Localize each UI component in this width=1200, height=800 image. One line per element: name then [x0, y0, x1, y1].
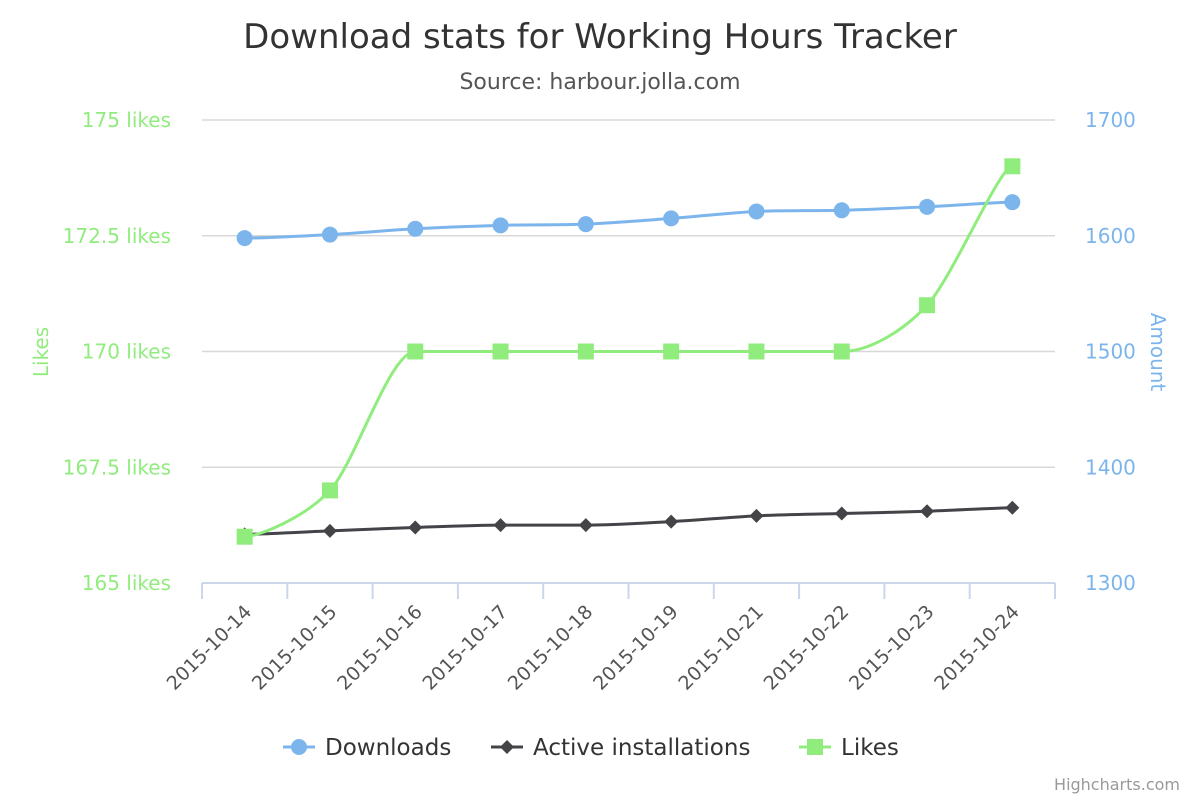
data-point-downloads[interactable] [833, 202, 850, 219]
data-point-likes[interactable] [1004, 158, 1021, 175]
series-line-downloads[interactable] [244, 200, 1013, 240]
series-active-installations [237, 500, 1020, 542]
left-axis: 165 likes 167.5 likes 170 likes 172.5 likes… [63, 108, 171, 595]
right-tick-label: 1600 [1085, 224, 1136, 248]
left-tick-label: 172.5 likes [63, 224, 171, 248]
data-point-active-installations[interactable] [493, 518, 508, 533]
data-point-likes[interactable] [577, 343, 594, 360]
x-tick-label: 2015-10-18 [504, 601, 598, 695]
data-point-downloads[interactable] [236, 230, 253, 247]
chart-subtitle: Source: harbour.jolla.com [459, 70, 740, 95]
data-point-downloads[interactable] [748, 203, 765, 220]
data-point-active-installations[interactable] [920, 504, 935, 519]
data-point-downloads[interactable] [919, 198, 936, 215]
legend-marker-downloads[interactable] [291, 739, 307, 755]
data-point-downloads[interactable] [407, 220, 424, 237]
data-point-active-installations[interactable] [834, 506, 849, 521]
data-point-likes[interactable] [919, 297, 936, 314]
legend-label: Active installations [533, 735, 750, 761]
data-point-likes[interactable] [321, 482, 338, 499]
data-point-active-installations[interactable] [408, 520, 423, 535]
left-axis-title: Likes [29, 327, 53, 377]
series-line-active-installations[interactable] [244, 506, 1013, 536]
data-point-downloads[interactable] [321, 226, 338, 243]
series-likes [236, 158, 1021, 545]
data-point-active-installations[interactable] [322, 523, 337, 538]
left-tick-label: 175 likes [82, 108, 171, 132]
data-point-downloads[interactable] [492, 217, 509, 234]
right-axis-title: Amount [1146, 313, 1170, 392]
left-tick-label: 165 likes [82, 571, 171, 595]
data-point-active-installations[interactable] [749, 508, 764, 523]
data-point-likes[interactable] [748, 343, 765, 360]
legend: Downloads Active installations Likes [283, 735, 899, 761]
legend-marker-active-installations[interactable] [500, 740, 514, 754]
series-downloads [236, 194, 1021, 247]
x-tick-label: 2015-10-22 [760, 601, 854, 695]
left-tick-label: 170 likes [82, 340, 171, 364]
data-point-likes[interactable] [492, 343, 509, 360]
x-tick-label: 2015-10-17 [418, 601, 512, 695]
data-point-downloads[interactable] [1004, 194, 1021, 211]
x-tick-label: 2015-10-14 [163, 601, 257, 695]
data-point-downloads[interactable] [663, 210, 680, 227]
legend-item-likes[interactable]: Likes [799, 735, 899, 761]
data-point-likes[interactable] [833, 343, 850, 360]
data-point-likes[interactable] [663, 343, 680, 360]
data-point-downloads[interactable] [577, 216, 594, 233]
legend-marker-likes[interactable] [807, 739, 823, 755]
data-point-likes[interactable] [236, 528, 253, 545]
series-line-likes[interactable] [244, 164, 1013, 539]
right-tick-label: 1400 [1085, 455, 1136, 479]
chart-title: Download stats for Working Hours Tracker [243, 17, 957, 57]
data-point-likes[interactable] [407, 343, 424, 360]
legend-item-downloads[interactable]: Downloads [283, 735, 451, 761]
gridlines [202, 119, 1055, 468]
credits-link[interactable]: Highcharts.com [1054, 775, 1180, 794]
right-axis: 1300 1400 1500 1600 1700 [1085, 108, 1136, 595]
series-layer [236, 158, 1021, 545]
x-axis: 2015-10-142015-10-152015-10-162015-10-17… [163, 582, 1056, 695]
x-tick-label: 2015-10-23 [845, 601, 939, 695]
legend-item-active-installations[interactable]: Active installations [491, 735, 750, 761]
x-tick-label: 2015-10-19 [589, 601, 683, 695]
data-point-active-installations[interactable] [1005, 500, 1020, 515]
x-tick-label: 2015-10-24 [930, 601, 1024, 695]
data-point-active-installations[interactable] [664, 514, 679, 529]
right-tick-label: 1500 [1085, 340, 1136, 364]
left-tick-label: 167.5 likes [63, 455, 171, 479]
legend-label: Likes [841, 735, 899, 761]
x-tick-label: 2015-10-21 [674, 601, 768, 695]
data-point-active-installations[interactable] [578, 518, 593, 533]
right-tick-label: 1700 [1085, 108, 1136, 132]
legend-label: Downloads [325, 735, 451, 761]
right-tick-label: 1300 [1085, 571, 1136, 595]
x-tick-label: 2015-10-16 [333, 601, 427, 695]
x-tick-label: 2015-10-15 [248, 601, 342, 695]
